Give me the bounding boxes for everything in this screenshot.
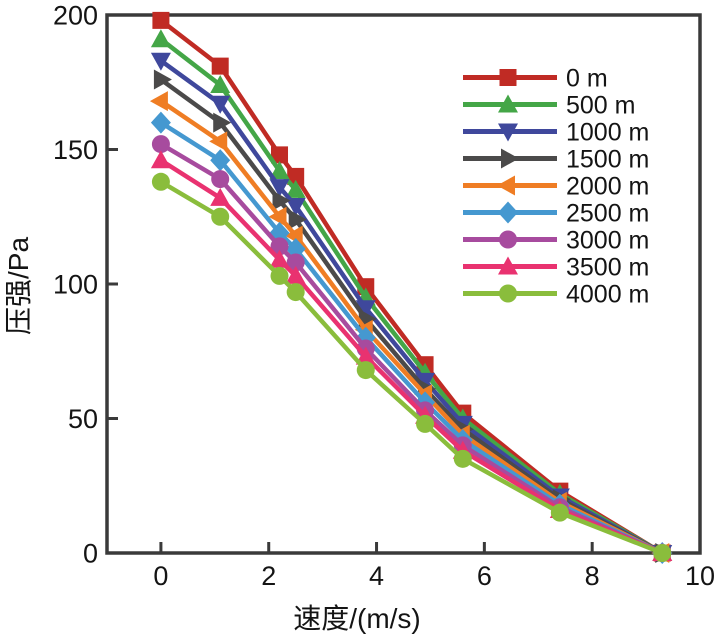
series-marker-circle <box>211 170 230 189</box>
legend-marker-circle <box>499 230 517 249</box>
legend-marker-square <box>499 69 517 86</box>
legend-label: 2500 m <box>566 200 649 228</box>
x-tick-label: 8 <box>585 561 600 591</box>
legend-marker-triangle-up <box>498 256 518 275</box>
legend-label: 0 m <box>566 65 608 93</box>
series-marker-triangle-up <box>269 249 290 268</box>
series-marker-diamond <box>150 111 171 134</box>
legend-entry-1000m: 1000 m <box>463 119 649 147</box>
series-marker-triangle-left <box>284 225 303 246</box>
series-marker-circle <box>151 135 170 154</box>
series-marker-circle <box>270 266 289 285</box>
series-layer <box>149 11 674 564</box>
series-marker-triangle-down <box>415 372 436 391</box>
legend-label: 500 m <box>566 92 635 120</box>
series-marker-triangle-down <box>285 197 306 216</box>
series-marker-triangle-right <box>288 209 307 230</box>
legend-marker-triangle-right <box>501 148 519 169</box>
legend-label: 1000 m <box>566 119 649 147</box>
series-4000m <box>151 172 672 562</box>
legend-entry-4000m: 4000 m <box>463 281 649 309</box>
series-marker-triangle-up <box>210 187 231 206</box>
legend-marker-triangle-up <box>498 94 518 113</box>
legend-label: 4000 m <box>566 281 649 309</box>
y-tick-label: 200 <box>53 1 98 31</box>
series-marker-circle <box>211 207 230 226</box>
y-tick-label: 150 <box>53 135 98 165</box>
series-marker-triangle-left <box>149 91 168 112</box>
series-marker-circle <box>550 503 569 522</box>
series-marker-circle <box>453 449 472 468</box>
legend-marker-circle <box>499 284 517 303</box>
series-marker-circle <box>653 544 672 562</box>
series-marker-circle <box>286 283 305 302</box>
legend-label: 3000 m <box>566 227 649 255</box>
y-tick-label: 100 <box>53 270 98 300</box>
series-marker-triangle-right <box>272 190 291 211</box>
series-marker-square <box>211 57 229 75</box>
series-marker-circle <box>286 253 305 272</box>
series-marker-triangle-left <box>209 131 228 152</box>
legend-entry-1500m: 1500 m <box>463 146 649 174</box>
legend-entry-0m: 0 m <box>463 65 608 93</box>
series-marker-triangle-down <box>269 179 290 198</box>
x-tick-label: 2 <box>261 561 276 591</box>
x-axis-title: 速度/(m/s) <box>293 603 421 634</box>
series-marker-triangle-up <box>285 265 306 284</box>
series-marker-square <box>271 146 289 164</box>
y-tick-label: 0 <box>83 539 98 569</box>
series-marker-triangle-up <box>355 346 376 365</box>
x-tick-label: 4 <box>369 561 384 591</box>
series-marker-triangle-down <box>355 300 376 319</box>
series-marker-circle <box>416 414 435 433</box>
legend-entry-2000m: 2000 m <box>463 173 649 201</box>
legend-entry-3500m: 3500 m <box>463 254 649 282</box>
x-tick-label: 6 <box>477 561 492 591</box>
series-marker-triangle-down <box>150 52 171 71</box>
y-axis-title: 压强/Pa <box>3 237 34 335</box>
series-marker-triangle-up <box>269 161 290 180</box>
legend-entry-500m: 500 m <box>463 92 635 120</box>
series-marker-circle <box>356 361 375 380</box>
series-marker-triangle-right <box>213 112 232 133</box>
legend-entry-3000m: 3000 m <box>463 227 649 255</box>
series-marker-circle <box>270 237 289 256</box>
series-marker-triangle-right <box>153 69 172 90</box>
series-marker-triangle-up <box>285 179 306 198</box>
legend-entry-2500m: 2500 m <box>463 200 649 228</box>
series-marker-square <box>152 11 170 29</box>
series-marker-triangle-down <box>210 95 231 114</box>
series-marker-triangle-up <box>150 29 171 48</box>
x-tick-label: 0 <box>153 561 168 591</box>
y-tick-label: 50 <box>68 404 98 434</box>
legend-marker-diamond <box>498 201 518 224</box>
legend-label: 1500 m <box>566 146 649 174</box>
series-marker-circle <box>151 172 170 191</box>
series-marker-triangle-up <box>210 74 231 93</box>
legend-label: 2000 m <box>566 173 649 201</box>
series-marker-triangle-up <box>150 150 171 169</box>
legend-marker-triangle-down <box>498 123 518 142</box>
legend-label: 3500 m <box>566 254 649 282</box>
legend-marker-triangle-left <box>497 175 515 196</box>
series-marker-diamond <box>210 149 231 172</box>
x-tick-label: 10 <box>685 561 715 591</box>
series-marker-square <box>287 167 305 185</box>
series-marker-triangle-left <box>268 206 287 227</box>
